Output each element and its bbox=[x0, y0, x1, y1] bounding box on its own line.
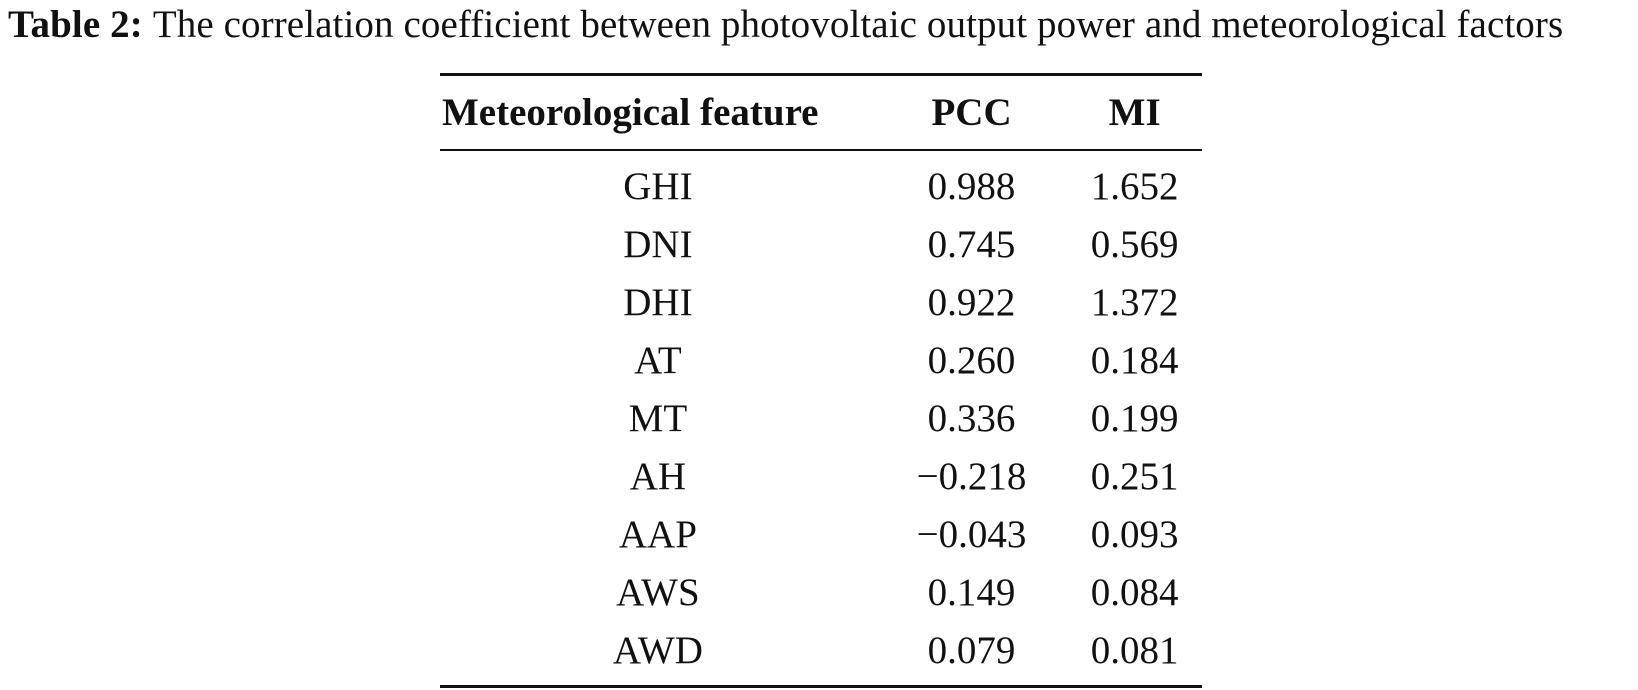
table-row: AT 0.260 0.184 bbox=[440, 331, 1202, 389]
caption-label: Table 2: bbox=[8, 3, 143, 46]
mi-cell: 1.652 bbox=[1090, 164, 1179, 208]
mi-cell: 1.372 bbox=[1090, 280, 1179, 324]
pcc-cell: 0.149 bbox=[927, 570, 1016, 614]
table-row: DNI 0.745 0.569 bbox=[440, 215, 1202, 273]
pcc-cell: 0.922 bbox=[927, 280, 1016, 324]
table-row: GHI 0.988 1.652 bbox=[440, 150, 1202, 215]
pcc-cell: 0.745 bbox=[927, 222, 1016, 266]
pcc-cell: 0.336 bbox=[927, 396, 1016, 440]
feature-cell: DHI bbox=[623, 280, 693, 324]
table-body: GHI 0.988 1.652 DNI 0.745 0.569 DHI 0.92… bbox=[440, 150, 1202, 687]
pcc-cell: 0.079 bbox=[927, 628, 1016, 672]
mi-cell: 0.569 bbox=[1090, 222, 1179, 266]
header-pcc: PCC bbox=[931, 91, 1012, 134]
correlation-table-container: Meteorological feature PCC MI GHI 0.988 … bbox=[440, 73, 1202, 688]
caption-text: The correlation coefficient between phot… bbox=[152, 3, 1564, 46]
header-row: Meteorological feature PCC MI bbox=[440, 74, 1202, 150]
header-mi: MI bbox=[1108, 91, 1161, 134]
pcc-cell: 0.260 bbox=[927, 338, 1016, 382]
table-row: AWS 0.149 0.084 bbox=[440, 563, 1202, 621]
feature-cell: AWS bbox=[616, 570, 700, 614]
table-caption: Table 2: The correlation coefficient betw… bbox=[8, 2, 1634, 48]
table-row: MT 0.336 0.199 bbox=[440, 389, 1202, 447]
feature-cell: AT bbox=[634, 338, 682, 382]
pcc-cell: −0.218 bbox=[916, 454, 1027, 498]
feature-cell: AAP bbox=[618, 512, 697, 556]
correlation-table: Meteorological feature PCC MI GHI 0.988 … bbox=[440, 73, 1202, 688]
feature-cell: AH bbox=[629, 454, 687, 498]
table-row: AWD 0.079 0.081 bbox=[440, 621, 1202, 687]
feature-cell: GHI bbox=[623, 164, 693, 208]
mi-cell: 0.093 bbox=[1090, 512, 1179, 556]
table-row: AH −0.218 0.251 bbox=[440, 447, 1202, 505]
mi-cell: 0.251 bbox=[1090, 454, 1179, 498]
mi-cell: 0.081 bbox=[1090, 628, 1179, 672]
pcc-cell: −0.043 bbox=[916, 512, 1027, 556]
pcc-cell: 0.988 bbox=[927, 164, 1016, 208]
table-row: DHI 0.922 1.372 bbox=[440, 273, 1202, 331]
table-row: AAP −0.043 0.093 bbox=[440, 505, 1202, 563]
mi-cell: 0.084 bbox=[1090, 570, 1179, 614]
table-header: Meteorological feature PCC MI bbox=[440, 74, 1202, 150]
feature-cell: DNI bbox=[623, 222, 693, 266]
feature-cell: AWD bbox=[612, 628, 703, 672]
header-meteorological-feature: Meteorological feature bbox=[442, 91, 819, 134]
mi-cell: 0.199 bbox=[1090, 396, 1179, 440]
feature-cell: MT bbox=[628, 396, 688, 440]
mi-cell: 0.184 bbox=[1090, 338, 1179, 382]
